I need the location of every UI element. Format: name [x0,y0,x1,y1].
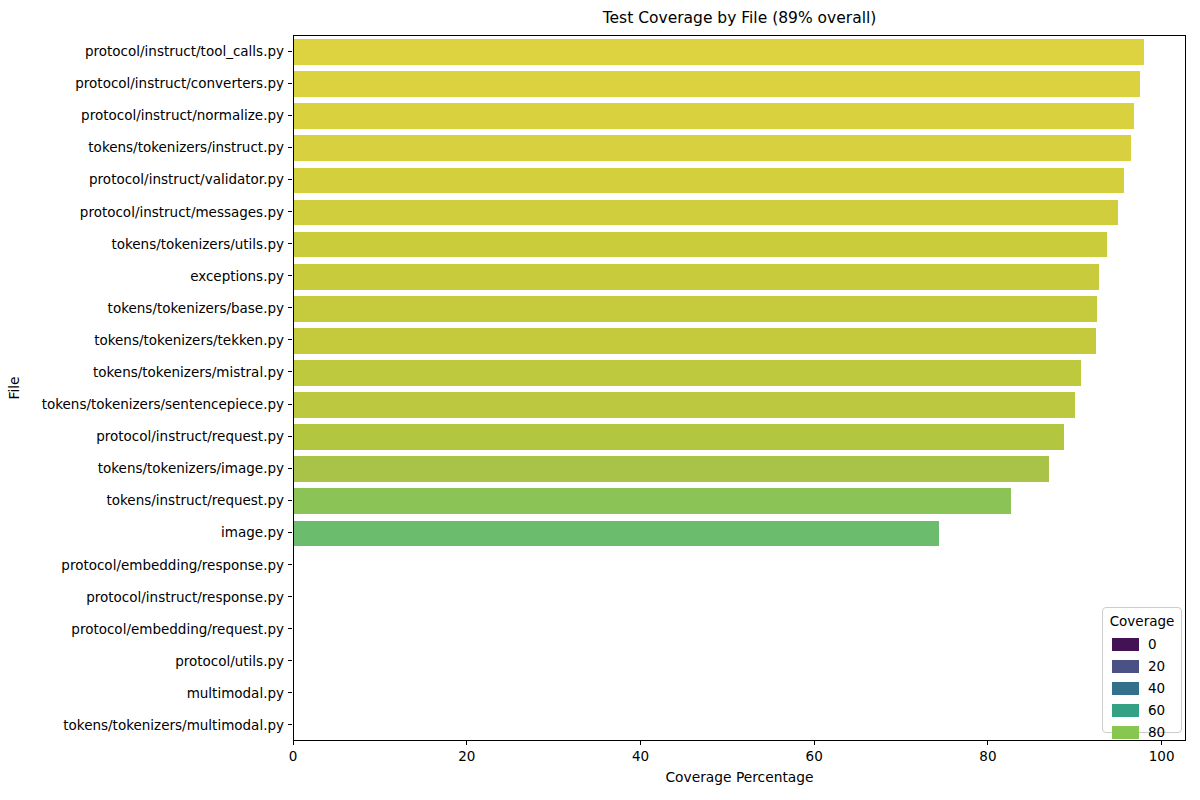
chart-title: Test Coverage by File (89% overall) [293,9,1186,27]
bar [294,232,1107,258]
y-tick-label: protocol/instruct/response.py [0,589,284,605]
legend-swatch [1112,660,1139,673]
bar [294,328,1096,354]
legend-entry-label: 0 [1148,636,1157,652]
x-tick-label: 40 [610,748,670,764]
y-tick-mark [288,692,292,693]
legend-title: Coverage [1103,613,1181,629]
y-tick-label: image.py [0,524,284,540]
x-tick-mark [814,741,815,745]
y-tick-mark [288,596,292,597]
y-tick-label: protocol/instruct/normalize.py [0,107,284,123]
y-tick-label: protocol/instruct/tool_calls.py [0,43,284,59]
y-tick-mark [288,83,292,84]
bar [294,424,1064,450]
y-tick-mark [288,307,292,308]
coverage-chart-figure: Test Coverage by File (89% overall) File… [0,0,1200,800]
y-tick-mark [288,532,292,533]
y-tick-mark [288,51,292,52]
x-tick-label: 100 [1132,748,1192,764]
y-tick-label: tokens/tokenizers/tekken.py [0,332,284,348]
y-tick-mark [288,339,292,340]
bar [294,456,1049,482]
bar [294,360,1081,386]
y-tick-label: tokens/tokenizers/image.py [0,460,284,476]
bar [294,488,1011,514]
y-tick-mark [288,564,292,565]
y-tick-mark [288,468,292,469]
legend-entry-label: 20 [1148,658,1165,674]
x-tick-label: 20 [437,748,497,764]
x-axis-title: Coverage Percentage [293,769,1186,785]
y-tick-label: tokens/tokenizers/base.py [0,300,284,316]
y-tick-mark [288,211,292,212]
x-tick-mark [293,741,294,745]
bar [294,392,1075,418]
y-tick-mark [288,243,292,244]
legend-entry: 80 [1103,721,1181,743]
y-tick-mark [288,404,292,405]
y-tick-mark [288,724,292,725]
y-tick-label: protocol/instruct/validator.py [0,171,284,187]
y-tick-label: tokens/tokenizers/mistral.py [0,364,284,380]
legend-entry: 40 [1103,677,1181,699]
y-tick-label: tokens/tokenizers/utils.py [0,236,284,252]
y-tick-mark [288,147,292,148]
y-tick-label: protocol/embedding/request.py [0,621,284,637]
legend: Coverage 020406080 [1102,607,1182,733]
legend-entry: 60 [1103,699,1181,721]
y-tick-label: tokens/instruct/request.py [0,492,284,508]
x-tick-label: 0 [263,748,323,764]
bar [294,264,1099,290]
y-tick-label: protocol/instruct/messages.py [0,204,284,220]
y-tick-label: protocol/instruct/converters.py [0,75,284,91]
y-tick-mark [288,500,292,501]
x-tick-mark [640,741,641,745]
plot-area [293,35,1186,741]
y-tick-mark [288,436,292,437]
legend-entry-label: 40 [1148,680,1165,696]
legend-entries: 0 20 40 60 80 [1103,633,1181,743]
bar [294,39,1144,65]
x-tick-mark [987,741,988,745]
bar [294,103,1134,129]
bar [294,296,1097,322]
y-tick-mark [288,628,292,629]
legend-swatch [1112,704,1139,717]
y-tick-label: tokens/tokenizers/multimodal.py [0,717,284,733]
legend-swatch [1112,638,1139,651]
y-tick-label: exceptions.py [0,268,284,284]
legend-entry: 0 [1103,633,1181,655]
legend-entry: 20 [1103,655,1181,677]
legend-entry-label: 60 [1148,702,1165,718]
x-tick-label: 60 [784,748,844,764]
y-tick-mark [288,179,292,180]
x-tick-label: 80 [958,748,1018,764]
y-tick-label: protocol/instruct/request.py [0,428,284,444]
bar [294,521,939,547]
x-tick-mark [466,741,467,745]
y-tick-label: tokens/tokenizers/sentencepiece.py [0,396,284,412]
y-tick-mark [288,275,292,276]
y-tick-label: multimodal.py [0,685,284,701]
y-tick-label: protocol/embedding/response.py [0,557,284,573]
y-tick-label: tokens/tokenizers/instruct.py [0,139,284,155]
y-tick-mark [288,371,292,372]
bar [294,200,1118,226]
y-tick-mark [288,115,292,116]
bar [294,135,1131,161]
bar [294,71,1140,97]
legend-swatch [1112,682,1139,695]
legend-entry-label: 80 [1148,724,1165,740]
y-tick-mark [288,660,292,661]
legend-swatch [1112,726,1139,739]
y-tick-label: protocol/utils.py [0,653,284,669]
bar [294,168,1124,194]
